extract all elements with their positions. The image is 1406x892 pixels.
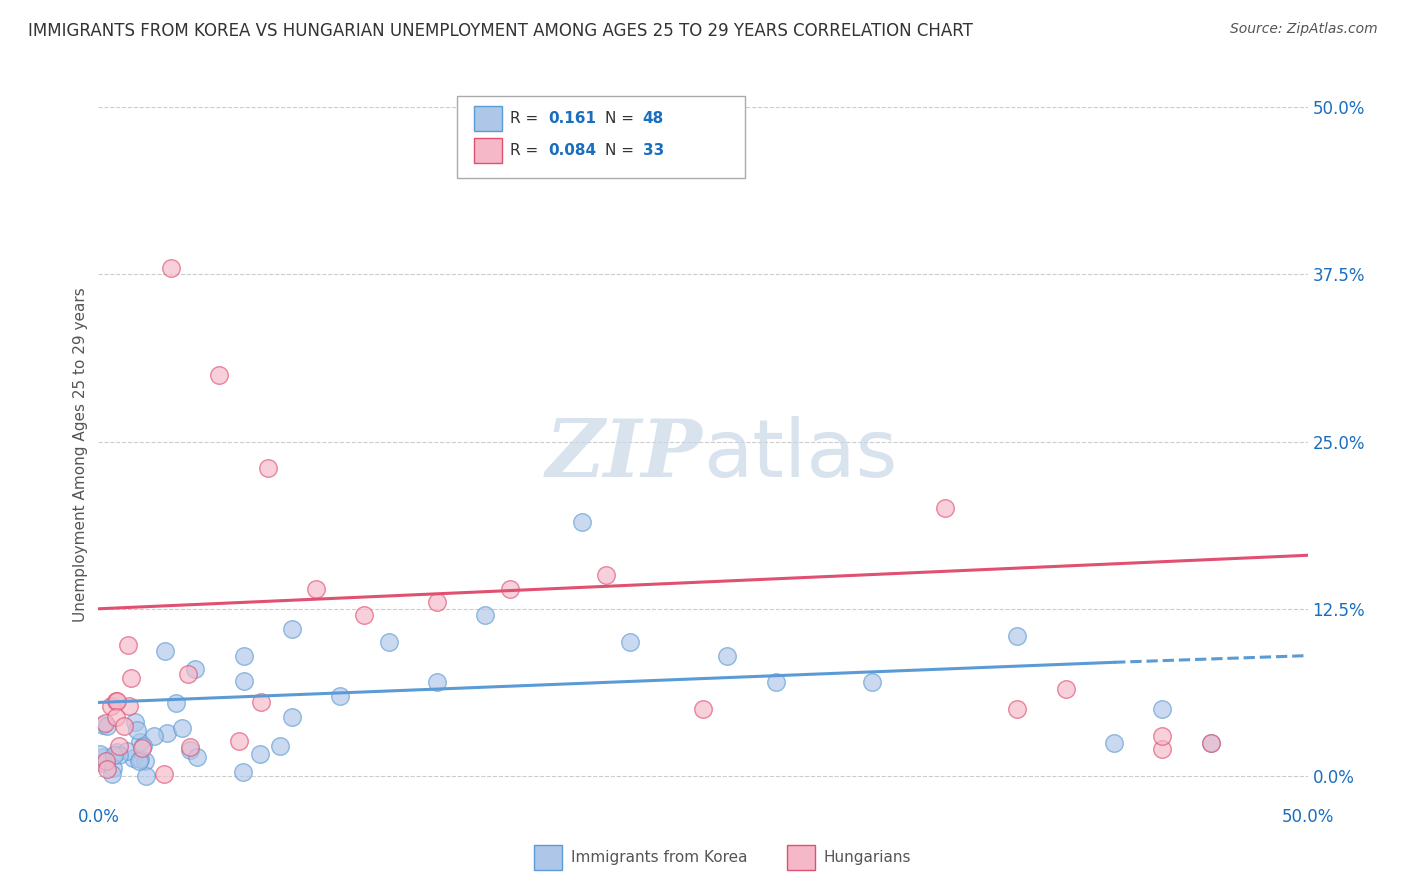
Point [101,761,124,775]
Point [1152,742,1174,756]
Point [103,747,125,762]
Point [112,719,135,733]
Point [105,693,128,707]
Point [131,741,153,756]
Point [105,745,128,759]
Text: 0.084: 0.084 [548,144,596,158]
Point [91,756,114,770]
Point [1007,629,1029,643]
Point [426,675,449,690]
Text: atlas: atlas [703,416,897,494]
Point [104,710,127,724]
Point [860,675,883,690]
Point [91,718,114,732]
Text: Hungarians: Hungarians [824,850,911,864]
Point [124,714,146,729]
Point [474,608,496,623]
Point [108,747,131,762]
Point [305,582,328,596]
Point [232,765,254,780]
Point [172,721,194,735]
Point [1152,729,1174,743]
Point [619,635,641,649]
Point [160,260,183,275]
Point [249,694,271,708]
Point [1007,702,1029,716]
Point [281,710,304,724]
Text: Immigrants from Korea: Immigrants from Korea [571,850,748,864]
Point [122,751,145,765]
Point [134,754,156,768]
Point [105,694,128,708]
Point [125,723,148,737]
Point [232,673,254,688]
Point [107,739,129,753]
Point [186,750,208,764]
Point [1199,735,1222,749]
Point [269,739,291,754]
Point [100,699,122,714]
Text: ZIP: ZIP [546,417,703,493]
Text: R =: R = [510,144,544,158]
Point [176,666,198,681]
Point [329,689,352,703]
Text: N =: N = [605,112,638,126]
Point [595,568,617,582]
Text: 48: 48 [643,112,664,126]
Point [156,726,179,740]
Point [96,762,118,776]
Point [1102,735,1125,749]
Point [208,368,231,382]
Point [129,751,152,765]
Point [281,622,304,636]
Point [232,648,254,663]
Point [96,719,118,733]
Point [129,735,152,749]
Point [155,644,177,658]
Point [1152,702,1174,716]
Point [135,769,157,783]
Text: 0.161: 0.161 [548,112,596,126]
Point [765,675,787,690]
Point [118,698,141,713]
Point [179,743,201,757]
Point [184,662,207,676]
Point [128,754,150,768]
Point [498,582,520,596]
Point [94,754,117,768]
Text: IMMIGRANTS FROM KOREA VS HUNGARIAN UNEMPLOYMENT AMONG AGES 25 TO 29 YEARS CORREL: IMMIGRANTS FROM KOREA VS HUNGARIAN UNEMP… [28,22,973,40]
Text: N =: N = [605,144,638,158]
Point [89,747,111,761]
Y-axis label: Unemployment Among Ages 25 to 29 years: Unemployment Among Ages 25 to 29 years [73,287,89,623]
Point [101,767,124,781]
Point [179,740,201,755]
Point [117,638,139,652]
Point [228,734,250,748]
Point [716,648,738,663]
Point [153,767,176,781]
Point [377,635,399,649]
Point [1054,681,1077,696]
Point [692,702,714,716]
Point [120,672,142,686]
Point [94,716,117,731]
Point [142,729,165,743]
Point [934,501,956,516]
Point [132,739,155,754]
Point [353,608,375,623]
Point [249,747,271,761]
Point [91,750,114,764]
Point [426,595,449,609]
Point [165,696,187,710]
Point [571,515,593,529]
Point [256,461,278,475]
Text: Source: ZipAtlas.com: Source: ZipAtlas.com [1230,22,1378,37]
Text: R =: R = [510,112,544,126]
Point [1199,735,1222,749]
Point [117,744,139,758]
Text: 33: 33 [643,144,664,158]
